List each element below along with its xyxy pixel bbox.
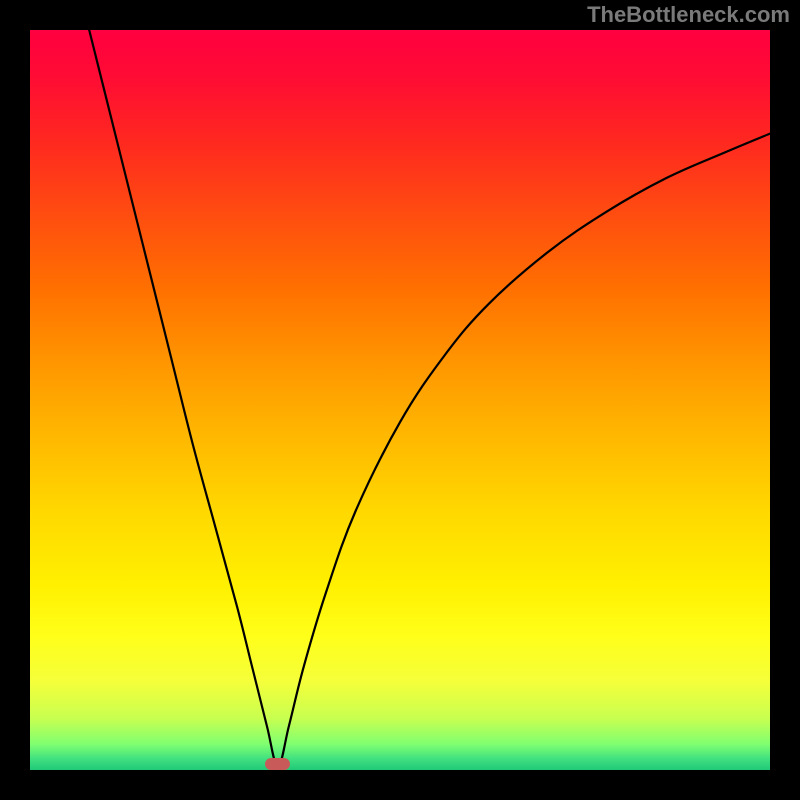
gradient-background: [30, 30, 770, 770]
plot-area: [30, 30, 770, 770]
watermark-text: TheBottleneck.com: [587, 2, 790, 28]
chart-container: TheBottleneck.com: [0, 0, 800, 800]
optimal-point-marker: [265, 758, 290, 771]
chart-svg: [30, 30, 770, 770]
